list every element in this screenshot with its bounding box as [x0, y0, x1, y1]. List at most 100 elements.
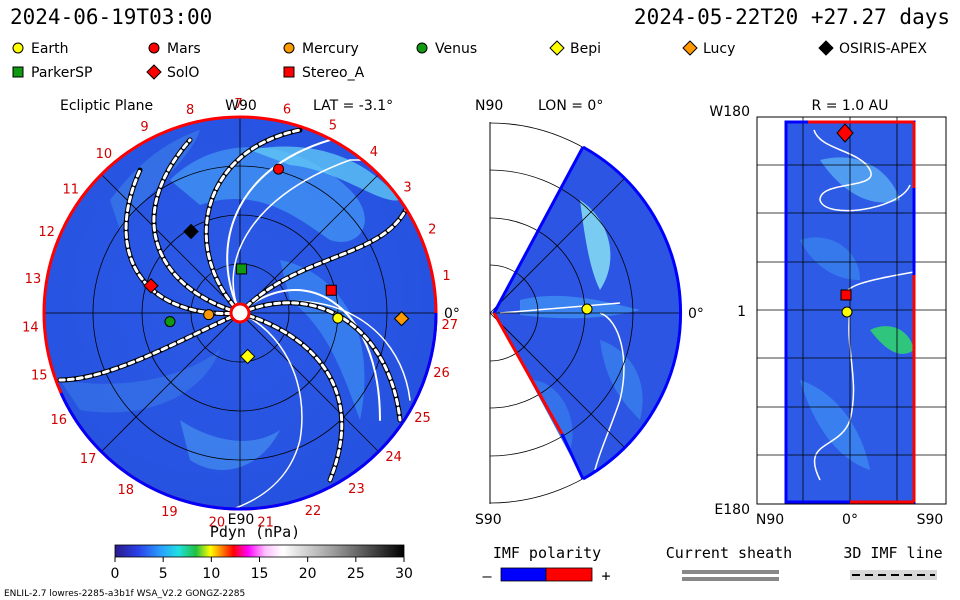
legend-solo-label: SolO — [167, 65, 199, 81]
radial-stereo-a-marker — [840, 289, 852, 301]
colorbar-tick-label: 30 — [395, 566, 413, 582]
radial-r-label: R = 1.0 AU — [812, 98, 889, 114]
carrington-day-label: 27 — [441, 318, 458, 333]
ecliptic-mars-marker — [273, 163, 285, 175]
carrington-day-label: 10 — [96, 147, 113, 162]
ecliptic-title: Ecliptic Plane — [60, 98, 153, 114]
radial-mid-left: 1 — [737, 304, 746, 320]
carrington-day-label: 22 — [305, 504, 322, 519]
carrington-day-label: 15 — [31, 369, 48, 384]
current-sheath-swatch-bottom — [682, 577, 779, 581]
ecliptic-solo-marker — [143, 278, 159, 294]
carrington-day-label: 7 — [234, 97, 242, 112]
legend-bepi-label: Bepi — [570, 41, 601, 57]
imf-polarity-label: IMF polarity — [493, 544, 601, 562]
carrington-day-label: 21 — [257, 515, 274, 530]
imf-polarity-plus: + — [601, 567, 610, 585]
carrington-day-label: 3 — [403, 180, 411, 195]
ecliptic-osiris-apex-marker — [183, 223, 199, 240]
legend-lucy-label: Lucy — [703, 41, 735, 57]
carrington-day-label: 11 — [62, 183, 79, 198]
ecliptic-parkersp-marker — [236, 263, 248, 275]
colorbar-tick-label: 25 — [347, 566, 365, 582]
legend-mars-label: Mars — [167, 41, 201, 57]
header-reference: 2024-05-22T20 +27.27 days — [634, 5, 950, 29]
imf-polarity-negative-swatch — [500, 567, 547, 582]
ecliptic-earth-marker — [332, 312, 344, 324]
carrington-day-label: 4 — [370, 145, 378, 160]
carrington-day-label: 8 — [186, 103, 194, 118]
imf-polarity-positive-swatch — [545, 567, 593, 582]
header-datetime: 2024-06-19T03:00 — [10, 5, 212, 29]
body-legend: Earth Mars Mercury Venus Bepi Lucy OSIRIS-APEX… — [12, 40, 927, 81]
carrington-day-label: 2 — [428, 222, 436, 237]
ecliptic-panel: Ecliptic Plane W90 LAT = -3.1° E90 0° — [22, 97, 460, 531]
meridional-right-label: 0° — [688, 306, 704, 322]
radial-bottom-left: E180 — [714, 502, 750, 518]
ecliptic-venus-marker — [164, 316, 176, 328]
carrington-day-label: 14 — [22, 321, 39, 336]
radial-x-left: N90 — [756, 512, 784, 528]
ecliptic-lat-label: LAT = -3.1° — [313, 98, 393, 114]
meridional-earth-marker — [581, 303, 593, 315]
ecliptic-lucy-marker — [393, 310, 410, 327]
carrington-day-label: 13 — [25, 272, 42, 287]
legend-lucy-marker — [682, 40, 698, 56]
legend-earth-label: Earth — [31, 41, 69, 57]
legend-stereo-a-label: Stereo_A — [302, 65, 365, 81]
carrington-day-label: 16 — [51, 413, 68, 428]
current-sheath-label: Current sheath — [666, 544, 792, 562]
carrington-day-label: 26 — [433, 366, 450, 381]
legend-mercury-marker — [283, 42, 295, 54]
legend-mars-marker — [148, 42, 160, 54]
carrington-day-label: 5 — [329, 119, 337, 134]
colorbar-tick-label: 0 — [111, 566, 120, 582]
meridional-panel: N90 LON = 0° S90 0° — [475, 98, 704, 528]
carrington-day-label: 18 — [117, 483, 134, 498]
ecliptic-stereo-a-marker — [325, 284, 337, 296]
legend-earth-marker — [12, 42, 24, 54]
ecliptic-bottom-label: E90 — [228, 512, 255, 528]
legend-osiris-apex-label: OSIRIS-APEX — [839, 41, 927, 57]
radial-panel: R = 1.0 AU W180 1 E180 N90 0° S90 — [709, 98, 947, 528]
legend-stereo-a-marker — [283, 66, 295, 78]
radial-earth-marker — [841, 306, 853, 318]
legend-parkersp-marker — [12, 66, 24, 78]
ecliptic-mercury-marker — [203, 309, 215, 321]
legend-parkersp-label: ParkerSP — [31, 65, 92, 81]
carrington-day-label: 19 — [161, 505, 178, 520]
legend-venus-label: Venus — [435, 41, 477, 57]
carrington-day-label: 20 — [209, 516, 226, 531]
ecliptic-bepi-marker — [239, 348, 256, 365]
carrington-day-label: 12 — [38, 225, 55, 240]
colorbar-tick-label: 10 — [202, 566, 220, 582]
radial-x-mid: 0° — [842, 512, 858, 528]
radial-top-left: W180 — [709, 104, 750, 120]
current-sheath-legend: Current sheath — [666, 544, 792, 581]
radial-solo-marker — [836, 123, 854, 143]
footer-metadata: ENLIL-2.7 lowres-2285-a3b1f WSA_V2.2 GON… — [4, 589, 245, 599]
ecliptic-top-label: W90 — [225, 98, 257, 114]
colorbar-tick-label: 20 — [299, 566, 317, 582]
radial-x-right: S90 — [917, 512, 944, 528]
legend-solo-marker — [146, 64, 162, 80]
meridional-lon-label: LON = 0° — [538, 98, 603, 114]
colorbar-label: Pdyn (nPa) — [210, 523, 300, 541]
legend-osiris-apex-marker — [818, 40, 834, 56]
imf-polarity-minus: – — [482, 567, 492, 585]
legend-mercury-label: Mercury — [302, 41, 359, 57]
imf-polarity-legend: IMF polarity – + — [482, 544, 610, 585]
carrington-day-label: 23 — [348, 482, 365, 497]
ecliptic-right-label: 0° — [444, 306, 460, 322]
legend-bepi-marker — [549, 40, 565, 56]
meridional-top-label: N90 — [475, 98, 503, 114]
carrington-day-label: 9 — [140, 120, 148, 135]
carrington-day-label: 1 — [442, 269, 450, 284]
current-sheath-swatch-top — [682, 570, 779, 574]
colorbar: Pdyn (nPa) 0 5 10 15 20 25 30 — [111, 523, 413, 582]
carrington-day-label: 6 — [283, 102, 291, 117]
imf-line-label: 3D IMF line — [843, 544, 942, 562]
imf-line-legend: 3D IMF line — [843, 544, 943, 580]
colorbar-tick-label: 15 — [251, 566, 269, 582]
